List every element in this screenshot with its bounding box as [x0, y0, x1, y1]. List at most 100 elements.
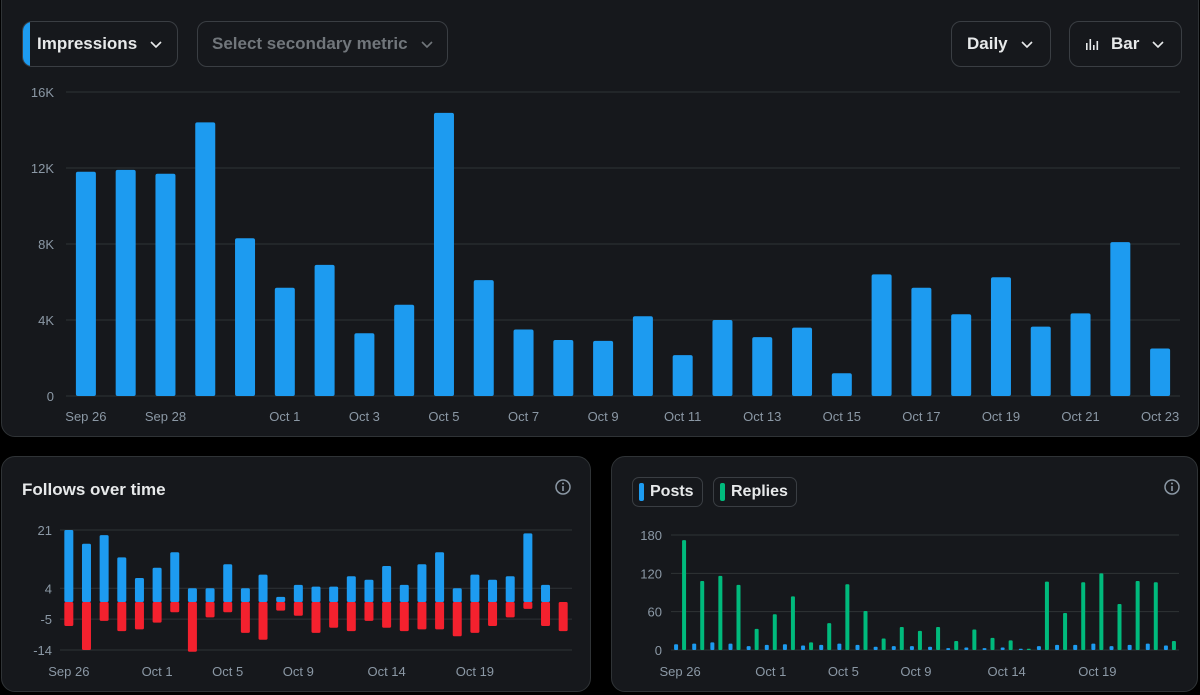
- replies-bar: [1044, 581, 1049, 650]
- posts-bar: [782, 644, 787, 650]
- posts-bar: [801, 645, 806, 650]
- bar: [394, 304, 415, 396]
- posts-bar: [1000, 647, 1005, 650]
- posts-bar: [1145, 643, 1150, 650]
- unfollows-bar: [152, 602, 162, 623]
- follows-bar: [470, 574, 480, 602]
- replies-bar: [1081, 582, 1086, 650]
- posts-bar: [946, 648, 951, 650]
- bar: [235, 238, 256, 396]
- follows-bar: [399, 584, 409, 602]
- bar: [871, 274, 892, 396]
- unfollows-bar: [134, 602, 144, 630]
- x-tick-label: Oct 1: [755, 664, 786, 679]
- legend-posts-toggle[interactable]: Posts: [632, 477, 703, 507]
- follows-bar: [170, 552, 180, 602]
- unfollows-bar: [435, 602, 445, 630]
- bar: [792, 327, 813, 396]
- unfollows-bar: [187, 602, 197, 652]
- chart-type-dropdown[interactable]: Bar: [1069, 21, 1182, 67]
- unfollows-bar: [541, 602, 551, 626]
- y-tick-label: 12K: [31, 161, 54, 176]
- primary-metric-accent: [23, 22, 30, 66]
- chevron-down-icon: [421, 41, 433, 49]
- x-tick-label: Sep 26: [48, 664, 89, 679]
- x-tick-label: Oct 1: [269, 409, 300, 424]
- replies-bar: [972, 629, 977, 650]
- x-tick-label: Oct 19: [982, 409, 1020, 424]
- y-tick-label: 0: [47, 389, 54, 404]
- bar: [75, 171, 96, 396]
- posts-bar: [1073, 644, 1078, 650]
- replies-bar: [718, 575, 723, 650]
- posts-bar: [764, 644, 769, 650]
- posts-bar: [674, 644, 679, 650]
- bar: [990, 277, 1011, 396]
- y-tick-label: -5: [40, 612, 52, 627]
- posts-bar: [909, 646, 914, 650]
- follows-bar: [64, 530, 74, 602]
- secondary-metric-placeholder: Select secondary metric: [212, 34, 408, 53]
- follows-bar: [205, 588, 215, 602]
- x-tick-label: Oct 9: [283, 664, 314, 679]
- posts-bar: [1091, 643, 1096, 650]
- posts-bar: [1018, 648, 1023, 650]
- replies-bar: [700, 581, 705, 650]
- chevron-down-icon: [150, 41, 162, 49]
- replies-bar: [1153, 582, 1158, 650]
- x-tick-label: Oct 5: [212, 664, 243, 679]
- bar: [195, 122, 216, 397]
- follows-bar: [364, 579, 374, 602]
- info-icon[interactable]: [1163, 478, 1181, 496]
- follows-bar: [505, 576, 515, 602]
- bar: [314, 264, 335, 396]
- posts-bar: [873, 646, 878, 650]
- chevron-down-icon: [1021, 41, 1033, 49]
- replies-bar: [954, 641, 959, 650]
- secondary-metric-dropdown[interactable]: Select secondary metric: [197, 21, 448, 67]
- y-tick-label: 8K: [38, 237, 54, 252]
- bar: [632, 316, 653, 396]
- unfollows-bar: [205, 602, 215, 618]
- unfollows-bar: [505, 602, 515, 618]
- legend-posts-label: Posts: [650, 483, 694, 500]
- follows-bar: [311, 586, 321, 602]
- legend-replies-toggle[interactable]: Replies: [713, 477, 797, 507]
- x-tick-label: Sep 26: [65, 409, 106, 424]
- posts-bar: [728, 643, 733, 650]
- info-icon[interactable]: [554, 478, 572, 496]
- follows-bar: [452, 588, 462, 602]
- follows-title: Follows over time: [22, 480, 166, 499]
- follows-panel: Follows over time 21 4 -5 -14 Sep 26 Oct 1 Oct…: [1, 456, 591, 692]
- follows-bar: [346, 576, 356, 602]
- replies-bar: [1135, 581, 1140, 650]
- unfollows-bar: [170, 602, 180, 613]
- x-tick-label: Oct 13: [743, 409, 781, 424]
- primary-metric-dropdown[interactable]: Impressions: [22, 21, 178, 67]
- bar: [473, 280, 494, 396]
- period-dropdown[interactable]: Daily: [951, 21, 1051, 67]
- replies-bar: [990, 637, 995, 650]
- bar: [911, 287, 932, 396]
- unfollows-bar: [276, 602, 286, 611]
- follows-bar: [523, 533, 533, 602]
- unfollows-bar: [81, 602, 91, 650]
- replies-bar: [936, 627, 941, 650]
- follows-bar: [240, 588, 250, 602]
- posts-bar: [928, 646, 933, 650]
- bar: [115, 169, 136, 396]
- unfollows-bar: [329, 602, 339, 628]
- bar: [951, 314, 972, 396]
- unfollows-bar: [258, 602, 268, 640]
- bar: [433, 112, 454, 397]
- bar: [593, 340, 614, 396]
- replies-bar: [845, 584, 850, 650]
- x-tick-label: Oct 15: [823, 409, 861, 424]
- y-tick-label: 60: [648, 605, 662, 620]
- x-tick-label: Sep 26: [659, 664, 700, 679]
- follows-bar: [223, 564, 233, 602]
- x-tick-label: Oct 11: [664, 409, 701, 424]
- unfollows-bar: [399, 602, 409, 632]
- bar: [672, 355, 693, 396]
- replies-bar: [772, 614, 777, 650]
